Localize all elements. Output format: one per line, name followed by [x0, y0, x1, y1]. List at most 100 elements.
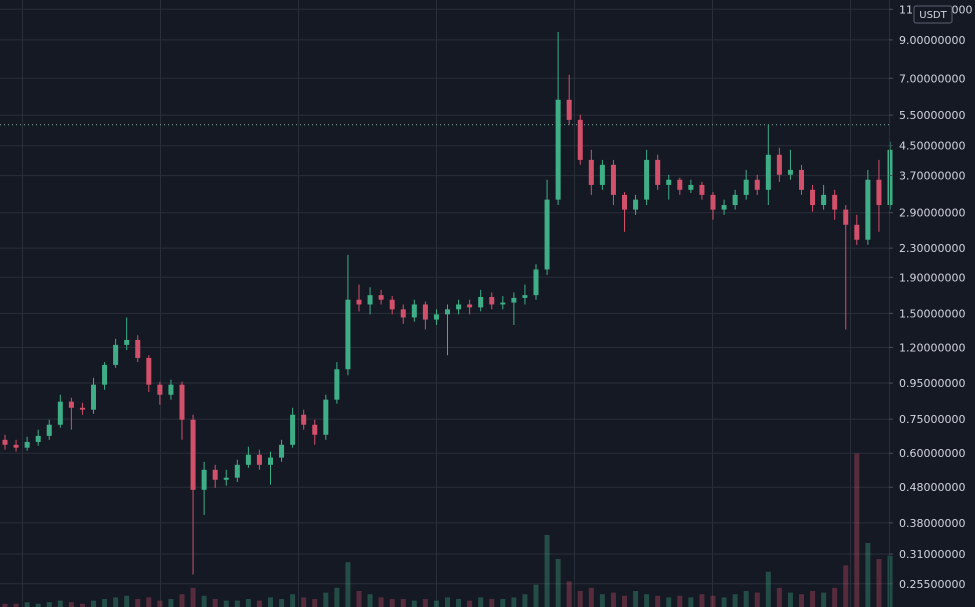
candle-body — [445, 309, 450, 315]
candle-body — [411, 304, 417, 318]
candle-body — [234, 464, 240, 478]
volume-bar — [57, 600, 63, 607]
y-tick-label: 0.95000000 — [899, 377, 965, 390]
candle-body — [699, 184, 705, 195]
candle-body — [467, 304, 473, 308]
candle-body — [577, 119, 583, 160]
volume-bar — [356, 591, 362, 607]
volume-bar — [854, 453, 860, 607]
candle-body — [776, 154, 782, 175]
volume-bar — [699, 594, 705, 607]
candle-body — [2, 439, 8, 445]
candle-body — [765, 154, 771, 190]
grid — [0, 0, 889, 607]
candle-body — [68, 401, 74, 408]
volume-bar — [135, 599, 141, 607]
candle-body — [721, 205, 727, 210]
y-tick-label: 0.48000000 — [899, 481, 965, 494]
volume-bar — [810, 591, 816, 607]
candle-body — [356, 299, 362, 305]
y-tick-label: 2.30000000 — [899, 242, 965, 255]
candle-body — [478, 296, 484, 308]
volume-bar — [24, 602, 30, 607]
candle-body — [168, 384, 174, 395]
candle-body — [854, 224, 860, 240]
candle-body — [400, 309, 406, 318]
volume-bar — [555, 559, 561, 607]
y-tick-label: 0.25500000 — [899, 578, 965, 591]
candle-body — [655, 159, 661, 185]
candle-body — [91, 384, 96, 410]
candle-body — [500, 302, 506, 305]
candle-body — [279, 444, 285, 458]
candle-body — [179, 384, 185, 420]
volume-bar — [256, 600, 262, 607]
candle-body — [522, 295, 528, 298]
candle-body — [743, 179, 749, 195]
volume-bar — [843, 565, 849, 607]
candle-body — [35, 435, 41, 442]
y-tick-label: 0.31000000 — [899, 548, 965, 561]
candle-body — [644, 159, 650, 200]
candle-body — [113, 344, 119, 365]
volume-bar — [644, 594, 650, 607]
volume-bar — [721, 597, 727, 607]
candle-body — [876, 179, 882, 206]
candle-body — [301, 414, 307, 425]
candle-body — [57, 401, 63, 425]
volume-bar — [765, 571, 771, 607]
candle-body — [810, 189, 816, 206]
volume-bar — [467, 600, 473, 607]
volume-bar — [732, 594, 738, 607]
volume-bar — [400, 599, 406, 607]
y-tick-label: 1.50000000 — [899, 307, 965, 320]
volume-bar — [422, 599, 428, 607]
volume-bar — [334, 587, 340, 607]
y-tick-label: 0.75000000 — [899, 413, 965, 426]
y-tick-label: 1.90000000 — [899, 271, 965, 284]
candle-body — [633, 199, 639, 210]
volume-bar — [179, 594, 185, 607]
volume-bar — [312, 599, 318, 607]
y-tick-label: 0.60000000 — [899, 447, 965, 460]
volume-bar — [787, 592, 793, 607]
candle-body — [622, 194, 627, 210]
y-tick-label: 4.50000000 — [899, 140, 965, 153]
volume-bar — [68, 602, 74, 607]
candle-body — [610, 164, 616, 195]
candle-body — [223, 477, 229, 480]
volume-bar — [655, 595, 661, 607]
candle-body — [345, 299, 351, 370]
volume-bar — [389, 599, 395, 607]
volume-bar — [610, 592, 616, 607]
volume-bar — [456, 599, 462, 607]
candle-body — [245, 454, 251, 465]
candle-body — [799, 169, 804, 190]
candle-body — [46, 424, 52, 436]
candle-body — [511, 297, 517, 303]
volume-bar — [35, 603, 41, 607]
candle-body — [456, 304, 462, 310]
volume-bar — [234, 600, 240, 607]
candle-body — [566, 99, 572, 120]
volume-bar — [124, 595, 130, 607]
candle-body — [146, 357, 152, 385]
volume-bar — [367, 594, 373, 607]
volume-bar — [201, 595, 207, 607]
candle-body — [832, 194, 838, 210]
candle-body — [124, 339, 130, 345]
candle-body — [367, 295, 373, 305]
candle-body — [334, 369, 340, 400]
y-tick-label: 0.38000000 — [899, 517, 965, 530]
volume-bar — [46, 602, 52, 607]
candle-body — [256, 454, 262, 465]
candle-body — [688, 184, 694, 190]
candle-body — [135, 339, 141, 358]
volume-bar — [79, 603, 85, 607]
volume-bar — [212, 599, 218, 607]
volume-bar — [2, 603, 8, 607]
candle-body — [433, 314, 439, 320]
volume-bar — [223, 600, 229, 607]
